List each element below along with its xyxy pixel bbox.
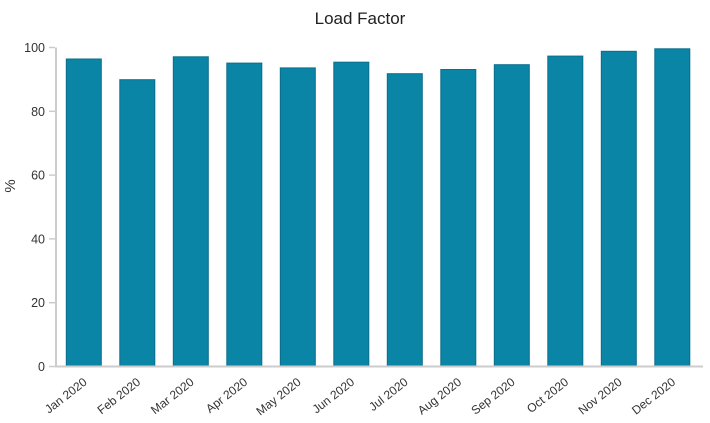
x-tick-label: Jun 2020 (310, 375, 358, 417)
y-tick-label: 80 (31, 105, 45, 119)
y-axis-title: % (2, 179, 19, 192)
x-tick-label: Sep 2020 (469, 375, 518, 418)
bar (333, 61, 370, 367)
x-tick-label: Aug 2020 (415, 375, 464, 418)
x-tick-label: Apr 2020 (203, 375, 250, 416)
bar (440, 69, 477, 367)
bars-group (65, 48, 691, 368)
bar (226, 62, 263, 367)
bar (600, 50, 637, 368)
bar (65, 58, 102, 367)
x-tick-label: Dec 2020 (629, 375, 678, 418)
y-tick-labels-group: 0 20 40 60 80 100 (24, 41, 55, 374)
x-tick-label: Mar 2020 (148, 375, 197, 417)
chart-title: Load Factor (315, 9, 406, 28)
y-tick-label: 20 (31, 296, 45, 310)
x-tick-label: Nov 2020 (576, 375, 625, 418)
y-tick-label: 60 (31, 169, 45, 183)
y-tick-label: 40 (31, 232, 45, 246)
x-tick-labels-group: Jan 2020 Feb 2020 Mar 2020 Apr 2020 May 2020… (42, 375, 678, 419)
bar (279, 67, 316, 368)
bar (493, 64, 530, 367)
bar (386, 73, 423, 367)
y-tick-label: 100 (24, 41, 45, 55)
x-tick-label: Jul 2020 (366, 375, 411, 414)
x-tick-label: Oct 2020 (524, 375, 571, 416)
x-tick-label: Jan 2020 (42, 375, 90, 417)
bar (547, 55, 584, 367)
x-tick-label: May 2020 (253, 375, 303, 419)
x-tick-label: Feb 2020 (95, 375, 144, 417)
bar (654, 48, 691, 368)
y-tick-label: 0 (38, 360, 45, 374)
axes-group (55, 47, 703, 368)
bar (172, 56, 209, 368)
bar (119, 79, 156, 367)
